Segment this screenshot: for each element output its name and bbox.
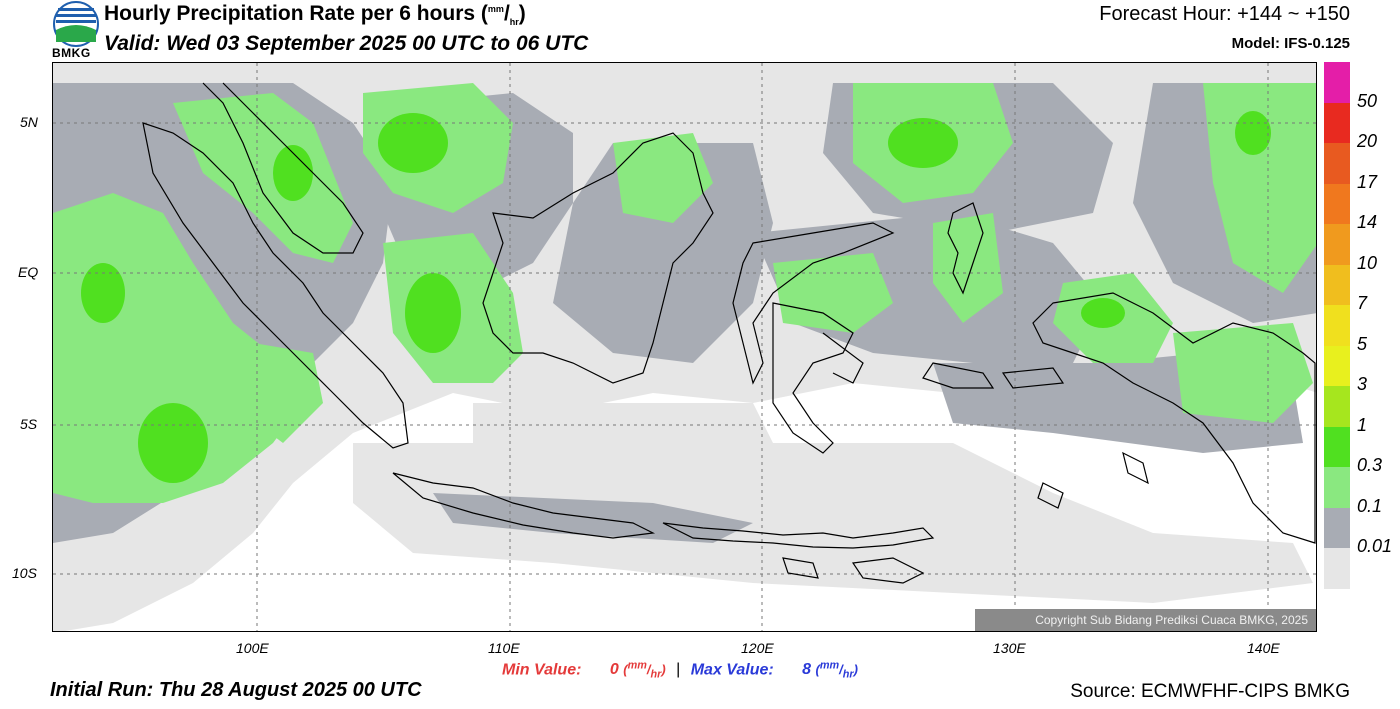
max-value: 8 — [802, 661, 812, 679]
coast-sulawesi — [732, 222, 895, 385]
legend-swatch — [1324, 183, 1350, 225]
lat-label-5n: 5N — [20, 114, 38, 130]
legend-swatch — [1324, 548, 1350, 589]
legend-swatch — [1324, 507, 1350, 549]
lat-label-eq: EQ — [18, 264, 39, 280]
legend-swatch — [1324, 62, 1350, 103]
legend-swatch — [1324, 305, 1350, 346]
legend-level-label: 14 — [1357, 212, 1378, 233]
valid-period: Valid: Wed 03 September 2025 00 UTC to 0… — [104, 32, 589, 55]
data-source: Source: ECMWFHF-CIPS BMKG — [1070, 681, 1350, 702]
legend-level-label: 5 — [1357, 333, 1368, 354]
legend-swatch — [1324, 102, 1350, 144]
max-value-label: Max Value: — [690, 661, 774, 679]
coast-lesser-sunda — [662, 522, 935, 549]
legend-swatch — [1324, 426, 1350, 468]
legend-swatch — [1324, 224, 1350, 265]
legend-swatch — [1324, 264, 1350, 306]
legend-swatch — [1324, 143, 1350, 184]
model-name: Model: IFS-0.125 — [1231, 35, 1350, 52]
coast-sumatra — [142, 122, 409, 449]
color-scale-bar — [1324, 62, 1350, 589]
value-stats: Min Value: 0 (mm/hr) | Max Value: 8 (mm/… — [502, 660, 858, 681]
coast-halmahera — [947, 202, 984, 295]
legend-level-label: 0.3 — [1357, 455, 1383, 476]
copyright-notice: Copyright Sub Bidang Prediksi Cuaca BMKG… — [1027, 609, 1316, 631]
coast-malay-peninsula — [202, 82, 364, 254]
min-unit-top: mm — [627, 660, 647, 672]
title-text: Hourly Precipitation Rate per 6 hours — [104, 2, 476, 25]
legend-level-label: 7 — [1357, 293, 1368, 314]
lon-label-120e: 120E — [741, 640, 774, 656]
coastlines — [142, 82, 1316, 584]
chart-title: Hourly Precipitation Rate per 6 hours (m… — [104, 2, 526, 28]
lon-label-110e: 110E — [488, 640, 520, 656]
coast-new-guinea — [1032, 292, 1316, 544]
legend-level-label: 1 — [1357, 414, 1368, 435]
coast-java — [392, 472, 656, 539]
initial-run: Initial Run: Thu 28 August 2025 00 UTC — [50, 679, 422, 701]
legend-level-label: 17 — [1357, 171, 1378, 192]
lon-label-130e: 130E — [993, 640, 1026, 656]
forecast-hour: Forecast Hour: +144 ~ +150 — [1099, 3, 1350, 25]
legend-level-label: 20 — [1357, 131, 1378, 152]
logo-text: BMKG — [52, 46, 91, 60]
max-unit-top: mm — [819, 660, 840, 672]
min-value-label: Min Value: — [502, 661, 582, 679]
max-unit-bottom: hr — [842, 668, 854, 681]
coast-borneo — [482, 132, 714, 384]
legend-swatch — [1324, 467, 1350, 508]
lat-label-10s: 10S — [12, 565, 37, 581]
legend-swatch — [1324, 386, 1350, 427]
legend-level-label: 3 — [1357, 374, 1368, 395]
title-unit-bottom: hr — [509, 17, 519, 28]
bmkg-logo-icon — [53, 1, 99, 47]
legend-level-label: 0.01 — [1357, 536, 1393, 557]
legend-level-label: 10 — [1357, 252, 1378, 273]
rain-field-green — [81, 111, 1271, 483]
bmkg-logo — [52, 0, 100, 62]
lon-label-140e: 140E — [1247, 640, 1280, 656]
min-value: 0 — [609, 661, 619, 679]
title-unit-top: mm — [487, 4, 504, 14]
legend-swatch — [1324, 345, 1350, 387]
legend-level-label: 50 — [1357, 90, 1378, 111]
precipitation-map: Copyright Sub Bidang Prediksi Cuaca BMKG… — [52, 62, 1317, 632]
legend-level-label: 0.1 — [1357, 495, 1383, 516]
lon-label-100e: 100E — [236, 640, 269, 656]
min-unit-bottom: hr — [650, 668, 662, 681]
map-canvas — [53, 63, 1316, 631]
lat-label-5s: 5S — [20, 416, 38, 432]
